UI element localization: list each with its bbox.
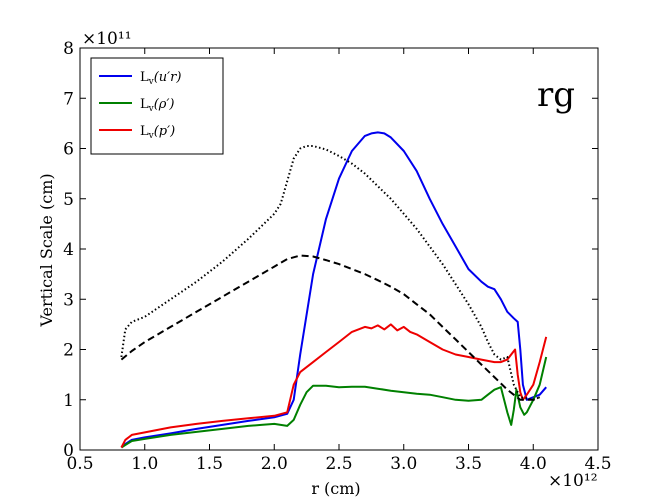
legend-entry: Lv(p′) <box>140 124 175 141</box>
series-line-0 <box>120 131 547 449</box>
legend-frame <box>90 57 224 155</box>
y-tick-label: 7 <box>63 89 74 109</box>
x-tick-label: 1.5 <box>196 454 223 474</box>
x-tick-label: 4.5 <box>584 454 611 474</box>
y-tick-label: 2 <box>63 341 74 361</box>
series-layer <box>120 131 548 449</box>
x-axis-label: r (cm) <box>311 479 360 498</box>
x-tick-label: 0.5 <box>66 454 93 474</box>
plot-frame <box>79 47 599 451</box>
x-tick-label: 2.0 <box>261 454 288 474</box>
tick-labels: 0.5 1.0 1.5 2.0 2.5 3.0 3.5 4.0 4.5 0 1 2 3 4 5 6 7 8 <box>63 39 611 474</box>
legend-entry: Lv(ρ′) <box>140 97 174 114</box>
y-tick-label: 3 <box>63 290 74 310</box>
series-line-4 <box>120 145 541 401</box>
legend-entry: Lv(u′r) <box>140 70 181 87</box>
y-multiplier: ×10¹¹ <box>82 29 132 49</box>
series-line-2 <box>120 323 548 448</box>
x-tick-label: 3.5 <box>455 454 482 474</box>
panel-label: rg <box>537 75 575 115</box>
legend: Lv(u′r) Lv(ρ′) Lv(p′) <box>90 57 224 155</box>
y-tick-label: 4 <box>63 240 74 260</box>
series-line-3 <box>120 254 541 401</box>
y-tick-label: 0 <box>63 441 74 461</box>
x-tick-label: 2.5 <box>325 454 352 474</box>
y-tick-label: 5 <box>63 190 74 210</box>
series-line-1 <box>120 356 548 449</box>
x-multiplier: ×10¹² <box>548 471 598 491</box>
x-tick-label: 3.0 <box>390 454 417 474</box>
y-tick-label: 6 <box>63 140 74 160</box>
x-tick-label: 1.0 <box>131 454 158 474</box>
y-tick-label: 8 <box>63 39 74 59</box>
y-tick-label: 1 <box>63 391 74 411</box>
x-tick-label: 4.0 <box>520 454 547 474</box>
y-axis-label: Vertical Scale (cm) <box>37 173 56 327</box>
